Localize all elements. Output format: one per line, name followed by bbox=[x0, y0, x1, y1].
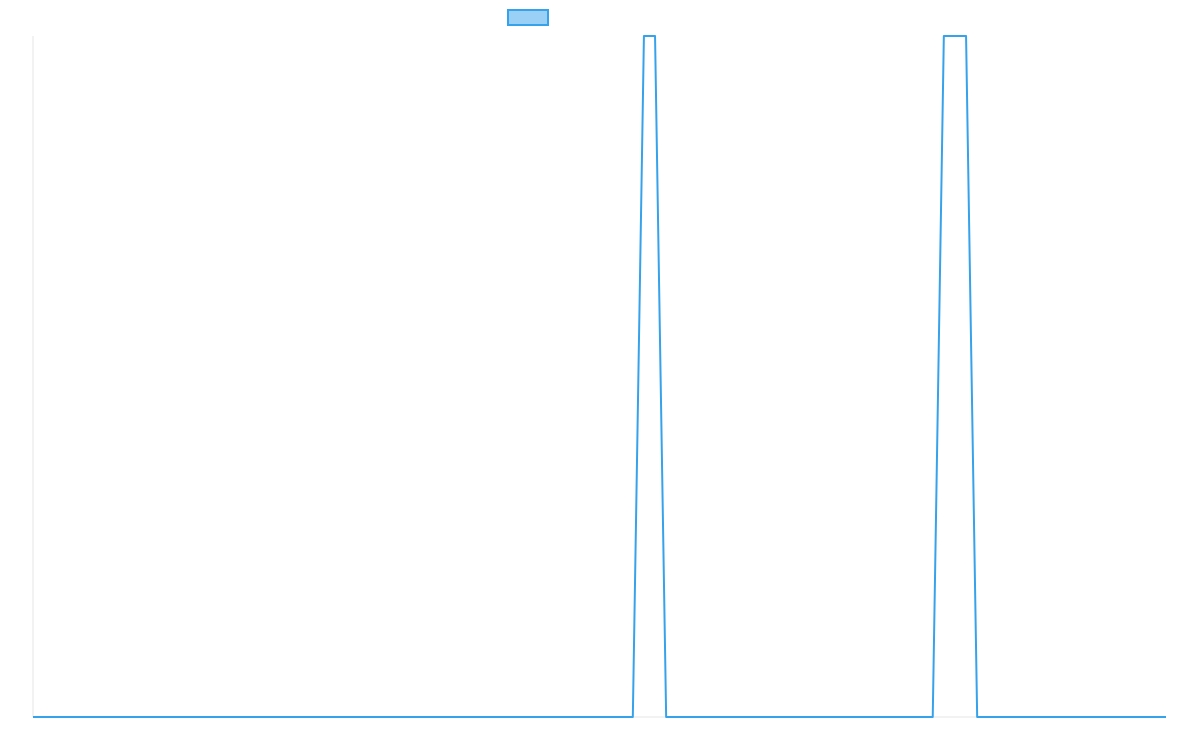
legend-swatch[interactable] bbox=[507, 9, 549, 26]
series-line-0 bbox=[32, 35, 1166, 719]
axes bbox=[32, 36, 1166, 718]
series-layer bbox=[32, 35, 1166, 719]
